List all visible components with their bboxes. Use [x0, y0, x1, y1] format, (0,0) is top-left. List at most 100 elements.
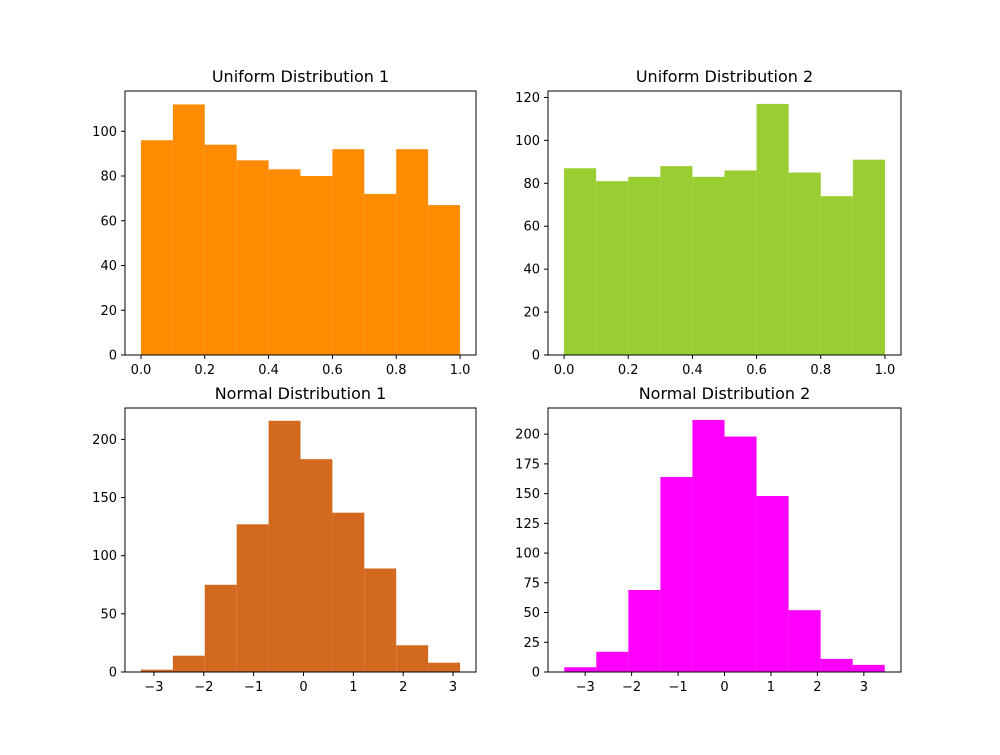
x-tick-label: 3 — [860, 680, 868, 695]
y-tick-label: 150 — [515, 487, 540, 502]
y-tick-label: 0 — [532, 666, 540, 681]
y-tick-label: 80 — [523, 177, 540, 192]
histogram-bar — [628, 176, 661, 355]
y-tick-label: 75 — [523, 576, 540, 591]
histogram-bar — [236, 524, 269, 672]
histogram-bar — [660, 476, 693, 672]
y-tick-label: 0 — [532, 349, 540, 364]
histogram-bar — [140, 669, 173, 672]
axes-frame — [124, 407, 477, 673]
x-tick-label: 1.0 — [875, 363, 896, 378]
y-tick-label: 125 — [515, 517, 540, 532]
y-tick-label: 100 — [515, 547, 540, 562]
x-axis-ticks: −3 −2 −1 0 1 2 3 — [576, 672, 868, 695]
x-tick-label: 0.0 — [131, 363, 152, 378]
x-tick-label: 0.0 — [554, 363, 575, 378]
y-tick-label: 60 — [523, 220, 540, 235]
y-tick-label: 0 — [109, 666, 117, 681]
histogram-bar — [724, 436, 757, 672]
histogram-bar — [724, 170, 757, 355]
y-tick-label: 20 — [100, 304, 117, 319]
histogram-bar — [660, 166, 693, 355]
x-tick-label: −1 — [668, 680, 687, 695]
histogram-bar — [428, 205, 461, 355]
histogram-bar — [820, 658, 853, 672]
histogram-bar — [364, 193, 397, 355]
subplot-normal-distribution-2: Normal Distribution 2 −3 −2 −1 0 1 2 3 0 25 50 75… — [515, 384, 902, 695]
histogram-bars — [140, 104, 461, 355]
axes-frame — [124, 90, 477, 356]
x-tick-label: 1 — [349, 680, 357, 695]
histogram-bars — [564, 103, 885, 355]
y-tick-label: 40 — [100, 259, 117, 274]
x-tick-label: −3 — [144, 680, 163, 695]
histogram-bar — [564, 667, 597, 672]
axes-frame — [547, 407, 902, 673]
y-tick-label: 175 — [515, 457, 540, 472]
histogram-bar — [396, 149, 429, 355]
y-tick-label: 120 — [515, 91, 540, 106]
y-tick-label: 60 — [100, 214, 117, 229]
histogram-bar — [268, 169, 301, 355]
histogram-bar — [236, 160, 269, 355]
histogram-bar — [820, 196, 853, 355]
x-tick-label: 0 — [720, 680, 728, 695]
subplot-title: Uniform Distribution 2 — [636, 67, 813, 86]
histogram-bar — [204, 144, 237, 355]
histogram-bar — [172, 655, 205, 672]
subplot-uniform-distribution-1: Uniform Distribution 1 0.0 0.2 0.4 0.6 0.8 1.… — [92, 67, 477, 378]
x-tick-label: −2 — [622, 680, 641, 695]
histogram-bar — [852, 159, 885, 355]
histogram-bar — [268, 420, 301, 672]
histogram-bar — [564, 168, 597, 355]
y-tick-label: 25 — [523, 636, 540, 651]
subplot-title: Uniform Distribution 1 — [212, 67, 389, 86]
subplot-title: Normal Distribution 2 — [639, 384, 811, 403]
x-tick-label: −3 — [576, 680, 595, 695]
x-tick-label: 0.6 — [746, 363, 767, 378]
histogram-bar — [596, 181, 629, 355]
subplot-uniform-distribution-2: Uniform Distribution 2 0.0 0.2 0.4 0.6 0.8 1.… — [515, 67, 902, 378]
x-axis-ticks: 0.0 0.2 0.4 0.6 0.8 1.0 — [131, 355, 470, 378]
x-tick-label: 0.8 — [810, 363, 831, 378]
subplot-title: Normal Distribution 1 — [215, 384, 387, 403]
x-tick-label: 2 — [813, 680, 821, 695]
histogram-bar — [596, 651, 629, 672]
histogram-bar — [756, 103, 789, 355]
y-tick-label: 200 — [92, 433, 117, 448]
x-tick-label: 0.2 — [618, 363, 639, 378]
histogram-bar — [692, 176, 725, 355]
histogram-bar — [788, 610, 821, 672]
y-tick-label: 40 — [523, 263, 540, 278]
y-tick-label: 150 — [92, 491, 117, 506]
x-tick-label: 2 — [399, 680, 407, 695]
axes-frame — [547, 90, 902, 356]
y-tick-label: 100 — [92, 125, 117, 140]
x-tick-label: 3 — [449, 680, 457, 695]
x-axis-ticks: −3 −2 −1 0 1 2 3 — [144, 672, 457, 695]
histogram-bar — [852, 664, 885, 672]
histogram-bars — [140, 420, 461, 672]
histogram-bar — [300, 459, 333, 672]
x-axis-ticks: 0.0 0.2 0.4 0.6 0.8 1.0 — [554, 355, 896, 378]
histogram-bar — [756, 496, 789, 672]
y-tick-label: 20 — [523, 306, 540, 321]
histogram-bar — [332, 512, 365, 672]
x-tick-label: 0.4 — [258, 363, 279, 378]
histogram-bar — [788, 172, 821, 355]
y-axis-ticks: 0 50 100 150 200 — [92, 433, 125, 681]
y-tick-label: 100 — [92, 549, 117, 564]
histogram-bar — [428, 662, 461, 672]
y-tick-label: 80 — [100, 170, 117, 185]
x-tick-label: 1 — [767, 680, 775, 695]
histogram-bar — [300, 176, 333, 355]
y-axis-ticks: 0 20 40 60 80 100 — [92, 125, 125, 364]
histogram-bar — [204, 584, 237, 672]
x-tick-label: 0 — [299, 680, 307, 695]
x-tick-label: 0.4 — [682, 363, 703, 378]
histogram-bar — [140, 140, 173, 355]
histogram-bar — [364, 568, 397, 672]
histogram-bar — [172, 104, 205, 355]
